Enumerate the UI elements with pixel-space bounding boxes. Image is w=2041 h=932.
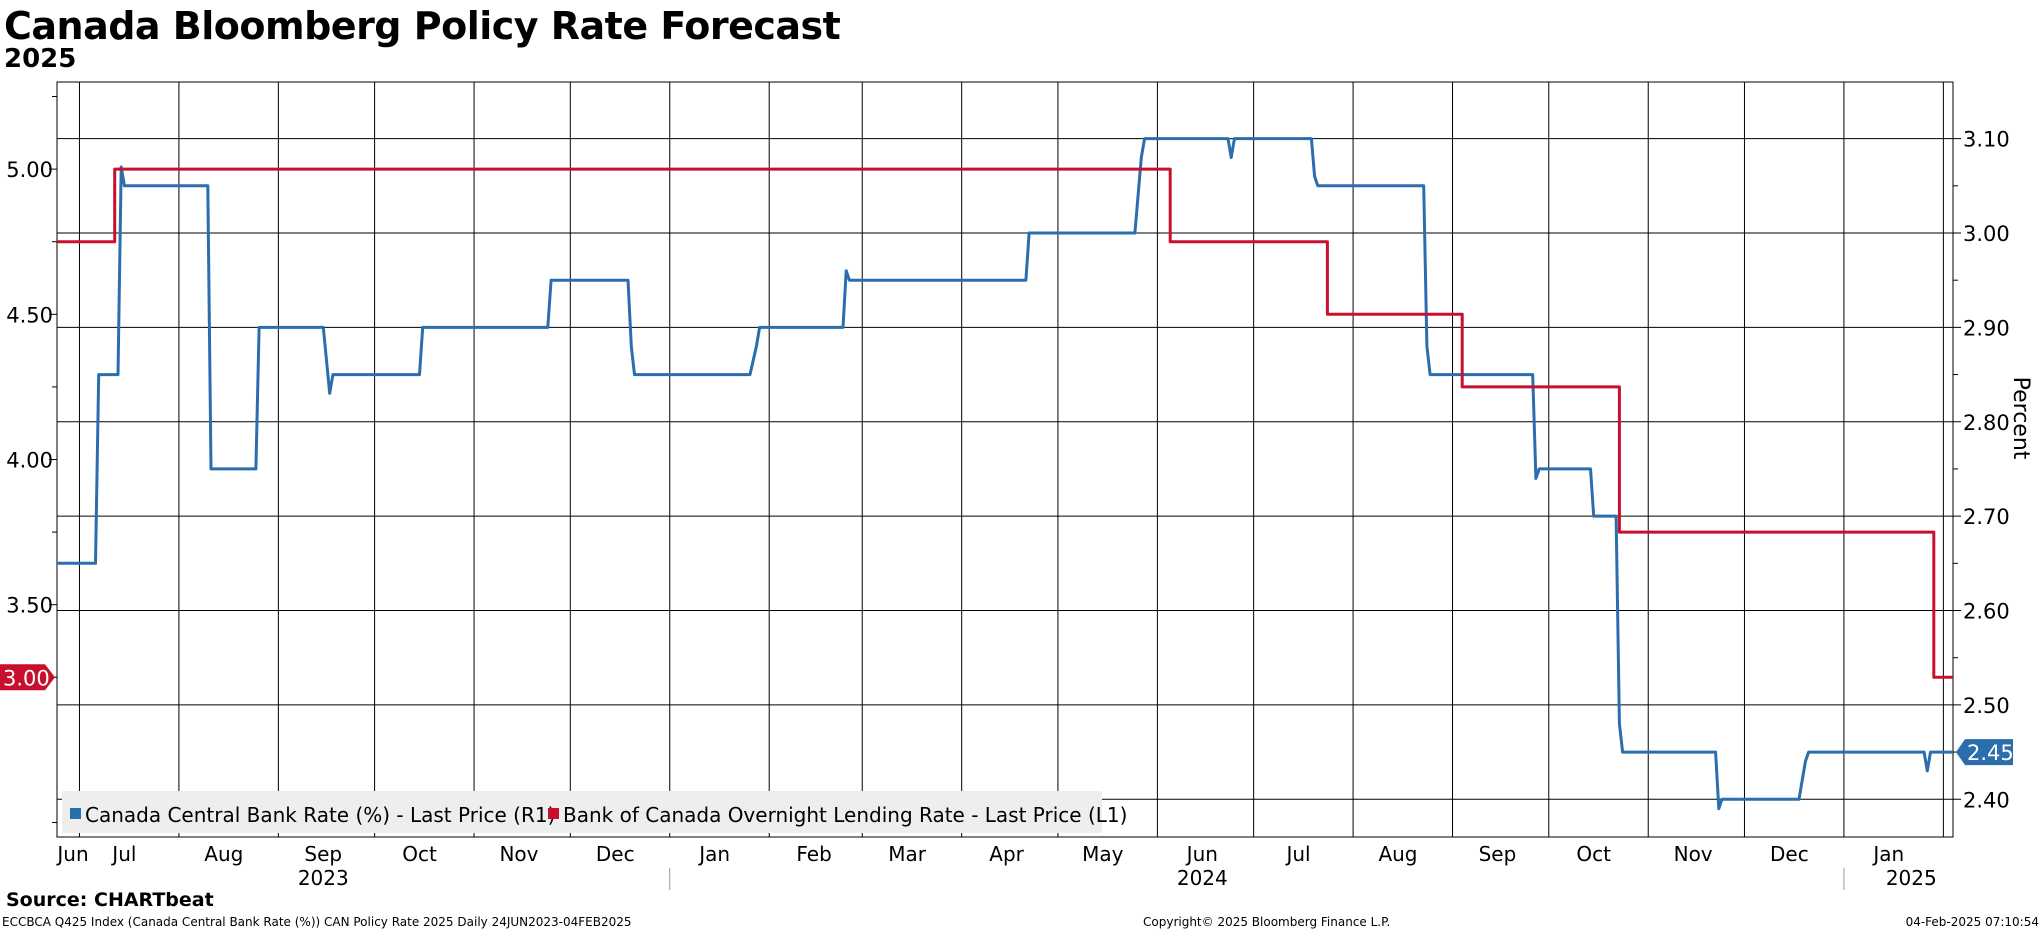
series-line-central-bank-rate [57, 137, 1953, 811]
right-tick-label: 2.50 [1963, 694, 2010, 718]
x-tick-label: Dec [1770, 842, 1809, 866]
x-tick-label: Feb [796, 842, 831, 866]
last-value-label-left: 3.00 [3, 666, 50, 690]
x-tick-label: Dec [596, 842, 635, 866]
right-tick-label: 2.70 [1963, 505, 2010, 529]
last-value-tags: 2.45 3.00 [0, 664, 2014, 766]
x-year-label: 2023 [298, 866, 349, 890]
right-axis-label: Percent [2008, 377, 2033, 460]
x-tick-label: Nov [1674, 842, 1713, 866]
index-info: ECCBCA Q425 Index (Canada Central Bank R… [2, 915, 632, 929]
horizontal-gridlines [57, 138, 1953, 800]
legend-label: Canada Central Bank Rate (%) - Last Pric… [85, 803, 555, 827]
right-tick-label: 3.10 [1963, 128, 2010, 152]
right-tick-label: 2.90 [1963, 316, 2010, 340]
x-tick-label: Jan [1871, 842, 1904, 866]
timestamp: 04-Feb-2025 07:10:54 [1905, 915, 2039, 929]
left-tick-label: 4.00 [6, 449, 53, 473]
x-tick-label: Jun [1185, 842, 1218, 866]
x-tick-label: Aug [204, 842, 243, 866]
right-tick-label: 2.40 [1963, 788, 2010, 812]
right-tick-label: 2.60 [1963, 600, 2010, 624]
x-tick-label: May [1082, 842, 1124, 866]
source-label: Source: CHARTbeat [6, 889, 214, 911]
chart-title: Canada Bloomberg Policy Rate Forecast [4, 4, 841, 48]
left-tick-label: 4.50 [6, 303, 53, 327]
left-tick-label: 3.50 [6, 594, 53, 618]
x-tick-label: Jul [110, 842, 136, 866]
x-tick-label: Sep [304, 842, 342, 866]
x-tick-label: Mar [888, 842, 927, 866]
legend-swatch-central-bank-rate [70, 808, 81, 819]
x-axis: Jun Jul Aug Sep Oct Nov Dec Jan Feb Mar Apr May Jun J… [55, 842, 1937, 890]
last-value-tag-right [1956, 739, 2013, 766]
legend: Canada Central Bank Rate (%) - Last Pric… [62, 791, 1127, 833]
left-axis-ticks: 5.00 4.50 4.00 3.50 [6, 96, 57, 823]
series-line-overnight-lending-rate [57, 167, 1953, 679]
legend-background [62, 791, 1102, 833]
legend-swatch-overnight-lending-rate [548, 808, 559, 819]
copyright: Copyright© 2025 Bloomberg Finance L.P. [1143, 915, 1391, 929]
x-tick-label: Sep [1479, 842, 1517, 866]
x-tick-label: Oct [1576, 842, 1611, 866]
legend-label: Bank of Canada Overnight Lending Rate - … [563, 803, 1127, 827]
last-value-label-right: 2.45 [1967, 741, 2014, 765]
x-tick-label: Nov [499, 842, 538, 866]
x-tick-label: Jul [1284, 842, 1310, 866]
left-tick-label: 5.00 [6, 158, 53, 182]
plot-frame [56, 81, 1954, 838]
right-tick-label: 3.00 [1963, 222, 2010, 246]
right-tick-label: 2.80 [1963, 411, 2010, 435]
chart-subtitle: 2025 [4, 44, 77, 74]
x-tick-label: Jan [697, 842, 730, 866]
x-tick-label: Jun [55, 842, 88, 866]
vertical-gridlines [78, 82, 1944, 837]
x-tick-label: Aug [1378, 842, 1417, 866]
last-value-tag-left [0, 664, 55, 691]
x-tick-label: Apr [989, 842, 1024, 866]
right-axis-ticks: 3.10 3.00 2.90 2.80 2.70 2.60 2.50 2.40 [1953, 128, 2010, 812]
x-year-label: 2025 [1886, 866, 1937, 890]
x-tick-label: Oct [402, 842, 437, 866]
series-lines [57, 137, 1953, 811]
x-year-label: 2024 [1177, 866, 1228, 890]
